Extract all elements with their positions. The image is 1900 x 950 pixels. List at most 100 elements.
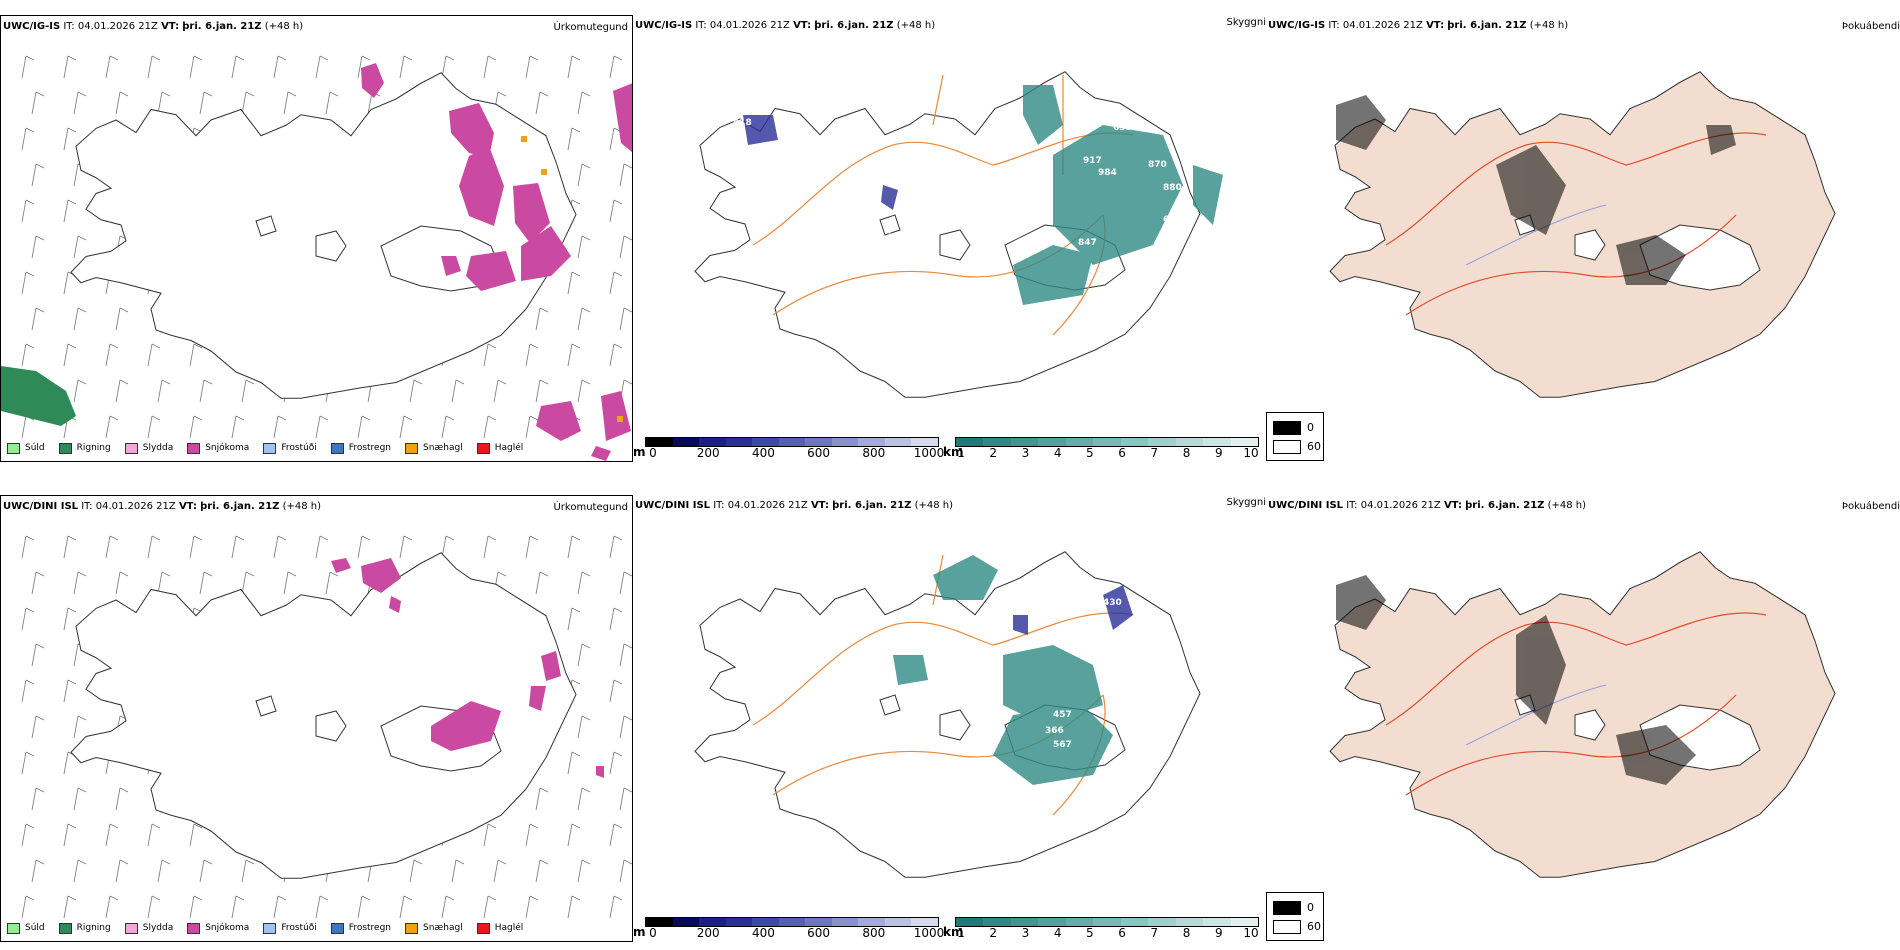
legend-swatch xyxy=(7,442,20,454)
snow-areas xyxy=(361,63,632,461)
legend-label: Frostúði xyxy=(281,443,317,453)
fog-legend-swatch-bottom xyxy=(1273,920,1301,934)
colorbar-tick: 2 xyxy=(989,926,998,940)
fog-legend-top-label: 0 xyxy=(1307,901,1314,914)
fog-legend-swatch-bottom xyxy=(1273,440,1301,454)
fog-map-row2 xyxy=(1329,551,1836,878)
precip-legend-item: Rigning xyxy=(58,922,111,934)
colorbar-unit: km xyxy=(943,925,964,939)
legend-swatch xyxy=(330,922,344,934)
visibility-panel-row1: 418 618 638 984 917 880 870 847 675 453 532 UWC/IG… xyxy=(633,15,1266,462)
colorbar-tick: 10 xyxy=(1243,926,1259,940)
colorbar-tick: 3 xyxy=(1021,926,1030,940)
colorbar-tick: 200 xyxy=(696,926,720,940)
legend-swatch xyxy=(124,922,138,934)
precip-legend-item: Snjókoma xyxy=(187,442,250,454)
colorbar-tick: 1000 xyxy=(913,446,945,460)
precip-legend: Súld Rigning Slydda Snjókoma Frostúði Frostre… xyxy=(1,917,531,939)
station-label: 457 xyxy=(1053,710,1072,720)
precip-legend-item: Snæhagl xyxy=(405,442,463,454)
legend-label: Slydda xyxy=(142,443,174,453)
panel-type-label: Skyggni xyxy=(1226,497,1266,508)
rain-area xyxy=(1,366,76,426)
station-label: 344 xyxy=(1208,678,1227,688)
colorbar-tick: 600 xyxy=(807,446,831,460)
visibility-map-row1: 418 618 638 984 917 880 870 847 675 453 532 xyxy=(694,71,1223,398)
panel-title: UWC/DINI ISL IT: 04.01.2026 21Z VT: þri.… xyxy=(1268,500,1587,511)
fog-panel-row1: UWC/IG-IS IT: 04.01.2026 21Z VT: þri. 6.… xyxy=(1266,15,1900,462)
colorbar-tick: 1000 xyxy=(913,926,945,940)
legend-swatch xyxy=(58,922,72,934)
panel-title: UWC/DINI ISL IT: 04.01.2026 21Z VT: þri.… xyxy=(635,500,954,511)
station-label: 418 xyxy=(733,118,752,128)
legend-label: Haglél xyxy=(494,923,524,933)
colorbar-tick: 2 xyxy=(989,446,998,460)
precip-legend-item: Frostregn xyxy=(330,442,392,454)
graupel-dots xyxy=(521,136,623,422)
fog-legend: 0 60 xyxy=(1266,892,1324,941)
station-label: 312 xyxy=(1208,658,1227,668)
station-labels: 568 430 312 457 366 567 344 402 xyxy=(968,550,1227,750)
station-label: 847 xyxy=(1078,238,1097,248)
colorbar-tick: 7 xyxy=(1150,926,1159,940)
colorbar-tick: 800 xyxy=(862,446,886,460)
station-label: 870 xyxy=(1148,160,1167,170)
station-label: 638 xyxy=(1113,123,1132,133)
visibility-colorbar: km 1 2 3 4 5 6 7 8 9 10 xyxy=(943,917,1263,942)
colorbar-tick: 400 xyxy=(751,926,775,940)
panel-type-label: Úrkomutegund xyxy=(553,502,628,513)
panel-title: UWC/IG-IS IT: 04.01.2026 21Z VT: þri. 6.… xyxy=(635,20,936,31)
colorbar-tick: 8 xyxy=(1182,926,1191,940)
precip-legend-item: Haglél xyxy=(476,922,524,934)
colorbar-tick: 0 xyxy=(649,926,657,940)
colorbar-unit: km xyxy=(943,445,964,459)
colorbar-tick: 3 xyxy=(1021,446,1030,460)
legend-swatch xyxy=(263,922,277,934)
precip-panel-row2: UWC/DINI ISL IT: 04.01.2026 21Z VT: þri.… xyxy=(0,495,633,942)
visibility-panel-row2: 568 430 312 457 366 567 344 402 UWC/DINI ISL IT… xyxy=(633,495,1266,942)
precip-map-row2 xyxy=(21,535,632,919)
legend-swatch xyxy=(263,442,277,454)
colorbar-tick: 200 xyxy=(696,446,720,460)
colorbar-tick: 5 xyxy=(1086,926,1094,940)
legend-swatch xyxy=(405,442,419,454)
legend-swatch xyxy=(58,442,72,454)
colorbar-gradient xyxy=(645,437,939,447)
fog-legend-top-label: 0 xyxy=(1307,421,1314,434)
legend-label: Frostregn xyxy=(348,443,392,453)
colorbar-tick: 800 xyxy=(862,926,886,940)
panel-type-label: Þokuábendi xyxy=(1841,501,1900,512)
colorbar-tick: 0 xyxy=(649,446,657,460)
iceland-coastline xyxy=(70,72,577,399)
precip-legend-item: Haglél xyxy=(476,442,523,454)
legend-swatch xyxy=(187,442,201,454)
legend-swatch xyxy=(476,922,490,934)
legend-label: Frostúði xyxy=(281,923,317,933)
legend-label: Frostregn xyxy=(348,923,392,933)
station-label: 675 xyxy=(1163,215,1182,225)
legend-swatch xyxy=(7,922,20,934)
precip-map-row1 xyxy=(1,55,632,461)
station-label: 568 xyxy=(1018,550,1037,560)
colorbar-tick: 9 xyxy=(1214,926,1223,940)
precip-panel-row1: UWC/IG-IS IT: 04.01.2026 21Z VT: þri. 6.… xyxy=(0,15,633,462)
precip-legend-item: Súld xyxy=(7,442,45,454)
panel-type-label: Þokuábendi xyxy=(1841,21,1900,32)
precip-legend: Súld Rigning Slydda Snjókoma Frostúði Frostre… xyxy=(1,437,531,459)
station-label: 880 xyxy=(1163,183,1182,193)
colorbar-gradient xyxy=(645,917,939,927)
precip-legend-item: Rigning xyxy=(58,442,111,454)
station-label: 567 xyxy=(1053,740,1072,750)
colorbar-tick: 4 xyxy=(1053,446,1062,460)
fog-areas xyxy=(1336,575,1696,785)
legend-swatch xyxy=(405,922,419,934)
colorbar-tick: 7 xyxy=(1150,446,1159,460)
legend-label: Snjókoma xyxy=(205,443,250,453)
legend-label: Snjókoma xyxy=(205,923,250,933)
legend-label: Snæhagl xyxy=(423,443,463,453)
fog-legend-bottom-label: 60 xyxy=(1307,440,1321,453)
precip-legend-item: Súld xyxy=(7,922,45,934)
snow-areas xyxy=(331,558,604,778)
precip-legend-item: Frostúði xyxy=(263,442,317,454)
fog-panel-row2: UWC/DINI ISL IT: 04.01.2026 21Z VT: þri.… xyxy=(1266,495,1900,942)
